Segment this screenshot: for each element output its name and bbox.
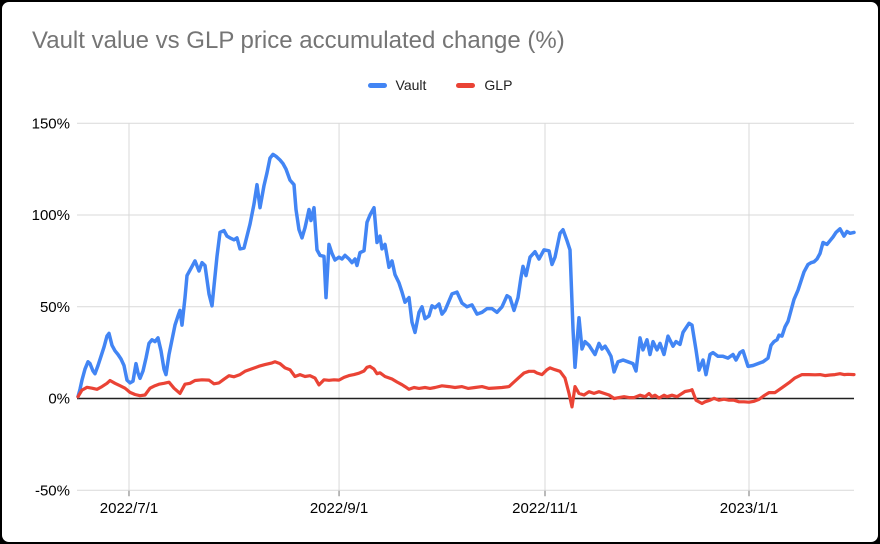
x-axis-label: 2023/1/1 [720,500,778,517]
series-line-vault [76,152,856,399]
vault-series-swatch-icon [367,82,387,88]
page-title: Vault value vs GLP price accumulated cha… [32,27,565,54]
x-axis-label: 2022/7/1 [100,500,158,517]
x-axis-label: 2022/9/1 [310,500,368,517]
legend-label-vault: Vault [395,77,427,93]
y-axis-label: -50% [35,482,70,499]
x-axis-label: 2022/11/1 [512,500,578,517]
legend-label-glp: GLP [484,77,513,93]
series-line-glp [76,360,856,409]
glp-series-swatch-icon [456,82,476,88]
y-axis-label: 50% [40,299,70,316]
legend: Vault GLP [2,74,878,96]
y-axis-label: 0% [48,391,70,408]
legend-item-vault[interactable]: Vault [367,77,427,93]
y-axis-label: 150% [32,115,70,132]
legend-item-glp[interactable]: GLP [456,77,512,93]
y-axis-label: 100% [32,207,70,224]
